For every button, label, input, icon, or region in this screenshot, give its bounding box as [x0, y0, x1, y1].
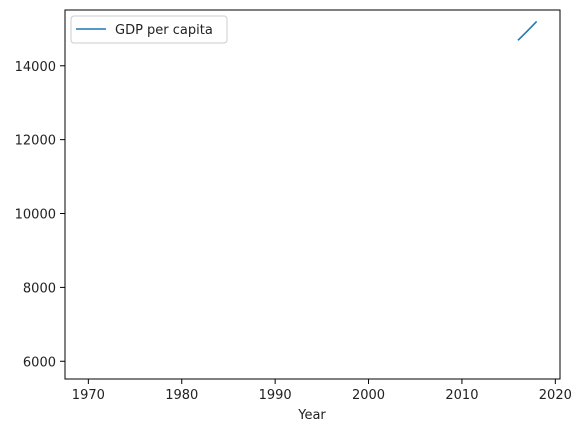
legend: GDP per capita	[70, 15, 228, 44]
y-tick-label: 8000	[23, 281, 56, 296]
series-line	[517, 20, 538, 41]
x-tick-label: 1980	[165, 388, 198, 403]
y-tick-label: 6000	[23, 355, 56, 370]
series-layer	[517, 20, 538, 41]
plot-frame	[64, 9, 561, 380]
x-axis-ticks: 1970 1980 1990 2000 2010 2020	[72, 379, 572, 403]
y-tick-label: 14000	[15, 60, 56, 75]
x-tick-label: 1970	[72, 388, 105, 403]
x-tick-label: 2000	[352, 388, 385, 403]
legend-entry-label: GDP per capita	[115, 23, 213, 38]
y-tick-label: 12000	[15, 134, 56, 149]
y-axis-ticks: 6000 8000 10000 12000 14000	[15, 60, 65, 370]
legend-box	[70, 15, 228, 44]
x-tick-label: 1990	[259, 388, 292, 403]
x-tick-label: 2010	[445, 388, 478, 403]
y-tick-label: 10000	[15, 208, 56, 223]
x-axis-label: Year	[297, 408, 326, 423]
x-tick-label: 2020	[539, 388, 572, 403]
